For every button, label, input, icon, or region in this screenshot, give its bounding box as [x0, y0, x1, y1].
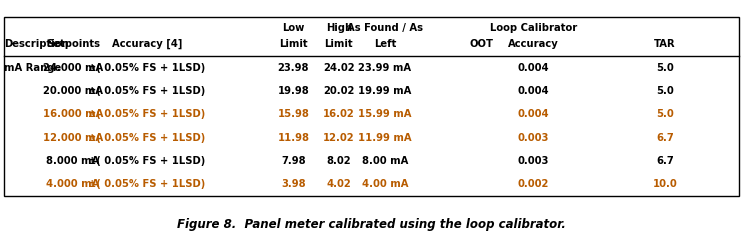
Text: ±( 0.05% FS + 1LSD): ±( 0.05% FS + 1LSD): [88, 133, 206, 143]
Text: 0.004: 0.004: [518, 86, 549, 96]
Text: 12.02: 12.02: [323, 133, 354, 143]
Text: 11.98: 11.98: [277, 133, 310, 143]
Text: 6.7: 6.7: [656, 156, 674, 166]
Text: Setpoints: Setpoints: [46, 39, 100, 49]
Text: 23.99 mA: 23.99 mA: [358, 63, 412, 73]
Text: 19.98: 19.98: [278, 86, 309, 96]
Text: 24.02: 24.02: [323, 63, 354, 73]
Bar: [4, 17, 739, 196]
Text: OOT: OOT: [470, 39, 493, 49]
Text: 10.0: 10.0: [652, 179, 678, 189]
Text: 15.99 mA: 15.99 mA: [358, 109, 412, 120]
Text: Accuracy: Accuracy: [508, 39, 559, 49]
Text: As Found / As: As Found / As: [347, 23, 423, 33]
Text: TAR: TAR: [654, 39, 676, 49]
Text: 16.02: 16.02: [323, 109, 354, 120]
Text: 0.003: 0.003: [518, 133, 549, 143]
Text: 15.98: 15.98: [278, 109, 309, 120]
Text: Left: Left: [374, 39, 396, 49]
Text: Low: Low: [282, 23, 305, 33]
Text: Figure 8.  Panel meter calibrated using the loop calibrator.: Figure 8. Panel meter calibrated using t…: [177, 218, 566, 231]
Text: 24.000 mA: 24.000 mA: [42, 63, 103, 73]
Text: 20.000 mA: 20.000 mA: [43, 86, 103, 96]
Text: 12.000 mA: 12.000 mA: [42, 133, 103, 143]
Text: 11.99 mA: 11.99 mA: [358, 133, 412, 143]
Text: ±( 0.05% FS + 1LSD): ±( 0.05% FS + 1LSD): [88, 63, 206, 73]
Text: 23.98: 23.98: [278, 63, 309, 73]
Text: 19.99 mA: 19.99 mA: [358, 86, 412, 96]
Text: Description: Description: [4, 39, 68, 49]
Text: Limit: Limit: [325, 39, 353, 49]
Text: 8.000 mA: 8.000 mA: [46, 156, 100, 166]
Text: 20.02: 20.02: [323, 86, 354, 96]
Text: 4.000 mA: 4.000 mA: [46, 179, 100, 189]
Text: 16.000 mA: 16.000 mA: [42, 109, 103, 120]
Text: 7.98: 7.98: [281, 156, 306, 166]
Text: 0.004: 0.004: [518, 63, 549, 73]
Text: ±( 0.05% FS + 1LSD): ±( 0.05% FS + 1LSD): [88, 109, 206, 120]
Text: 4.00 mA: 4.00 mA: [362, 179, 408, 189]
Text: 8.00 mA: 8.00 mA: [362, 156, 408, 166]
Text: 6.7: 6.7: [656, 133, 674, 143]
Text: Loop Calibrator: Loop Calibrator: [490, 23, 577, 33]
Text: Accuracy [4]: Accuracy [4]: [112, 38, 182, 49]
Text: High: High: [325, 23, 352, 33]
Text: 0.004: 0.004: [518, 109, 549, 120]
Text: 3.98: 3.98: [281, 179, 306, 189]
Text: ±( 0.05% FS + 1LSD): ±( 0.05% FS + 1LSD): [88, 179, 206, 189]
Text: mA Range: mA Range: [4, 63, 61, 73]
Text: 0.003: 0.003: [518, 156, 549, 166]
Text: 5.0: 5.0: [656, 86, 674, 96]
Text: ±( 0.05% FS + 1LSD): ±( 0.05% FS + 1LSD): [88, 156, 206, 166]
Text: 4.02: 4.02: [326, 179, 351, 189]
Text: 0.002: 0.002: [518, 179, 549, 189]
Text: 5.0: 5.0: [656, 63, 674, 73]
Text: Limit: Limit: [279, 39, 308, 49]
Text: 5.0: 5.0: [656, 109, 674, 120]
Text: 8.02: 8.02: [326, 156, 351, 166]
Text: ±( 0.05% FS + 1LSD): ±( 0.05% FS + 1LSD): [88, 86, 206, 96]
